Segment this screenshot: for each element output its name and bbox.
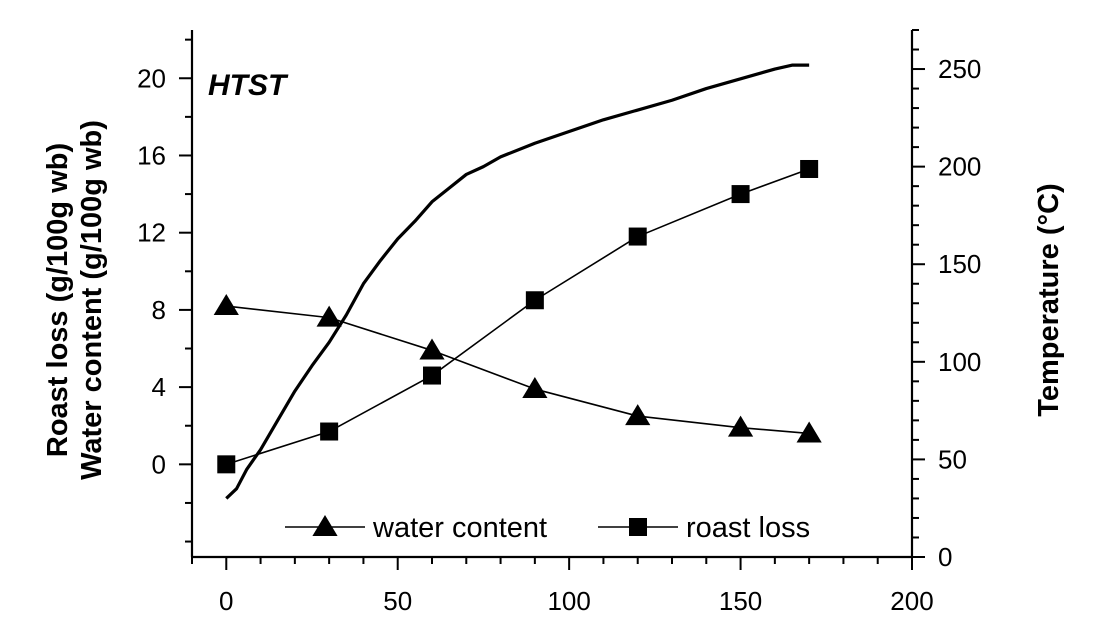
series — [213, 63, 822, 500]
y-right-tick-label: 150 — [938, 249, 981, 279]
water-content-point — [796, 421, 822, 443]
y-left-tick-label: 0 — [152, 449, 166, 479]
x-tick-label: 200 — [890, 586, 933, 616]
x-tick-label: 50 — [383, 586, 412, 616]
legend: water content roast loss — [285, 512, 810, 544]
x-tick-label: 150 — [719, 586, 762, 616]
legend-roast-loss-marker — [629, 518, 647, 536]
y-right-tick-label: 200 — [938, 152, 981, 182]
water-content-point — [522, 377, 548, 399]
x-tick-label: 0 — [219, 586, 233, 616]
water-content-point — [727, 415, 754, 437]
legend-water-content-marker — [312, 515, 338, 536]
roast-loss-point — [800, 159, 819, 178]
roast-loss-point — [525, 291, 544, 310]
legend-roast-loss-label: roast loss — [686, 512, 810, 544]
water-content-point — [625, 404, 651, 426]
y-right-label: Temperature (°C) — [1033, 183, 1065, 416]
water-content-line — [226, 305, 810, 435]
temperature-line — [225, 63, 810, 500]
chart-annotation: HTST — [208, 69, 289, 102]
water-content-point — [316, 305, 342, 327]
y-left-tick-label: 8 — [152, 295, 166, 325]
x-tick-label: 100 — [547, 586, 590, 616]
water-content-point — [419, 338, 445, 360]
y-right-tick-label: 50 — [938, 444, 967, 474]
y-left-label-line-2: Water content (g/100g wb) — [76, 120, 108, 480]
roast-loss-point — [423, 366, 441, 385]
y-right-tick-label: 100 — [938, 347, 981, 377]
y-left-tick-label: 4 — [152, 372, 166, 402]
roast-loss-point — [320, 422, 339, 441]
y-left-label-line-1: Roast loss (g/100g wb) — [42, 143, 74, 457]
axes — [190, 30, 914, 559]
y-right-tick-label: 250 — [938, 54, 981, 84]
roast-loss-point — [628, 227, 647, 246]
y-left-tick-label: 20 — [137, 63, 166, 93]
water-content-point — [213, 294, 239, 316]
roast-loss-point — [217, 455, 236, 474]
tick-marks — [179, 29, 925, 570]
legend-water-content-label: water content — [372, 512, 547, 544]
y-left-tick-label: 16 — [137, 140, 166, 170]
y-right-tick-label: 0 — [938, 542, 952, 572]
y-left-tick-label: 12 — [137, 218, 166, 248]
roast-loss-point — [731, 185, 750, 204]
